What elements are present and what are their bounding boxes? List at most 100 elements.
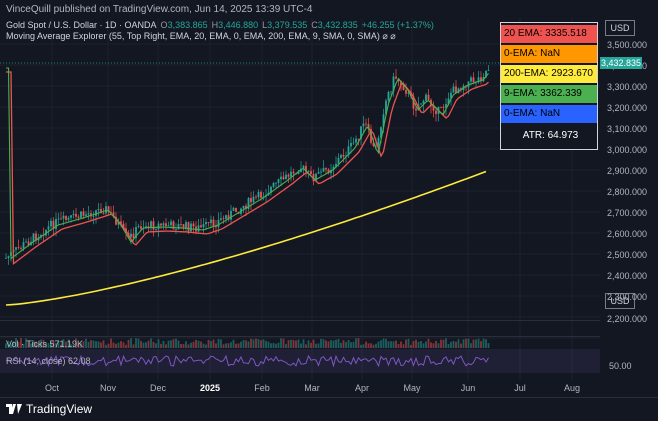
candle-body [357, 138, 360, 140]
candle-body [315, 173, 317, 182]
candle-body [342, 154, 345, 157]
candle-body [397, 78, 400, 82]
close-tag: C [311, 20, 318, 30]
volume-bar [147, 340, 150, 348]
time-axis[interactable]: Oct Nov Dec 2025 Feb Mar Apr May Jun Jul… [0, 383, 600, 397]
candle-body [260, 191, 262, 198]
volume-bar [405, 339, 407, 348]
month-tick: Jul [514, 383, 526, 393]
volume-bars [5, 338, 490, 348]
candle-body [450, 92, 452, 99]
volume-bar [237, 343, 240, 348]
volume-bar [15, 338, 17, 348]
volume-bar [320, 338, 322, 348]
price-tick: 2,800.000 [607, 187, 648, 197]
currency-label[interactable]: USD [605, 293, 635, 309]
candle-body [247, 198, 250, 209]
candle-body [162, 223, 165, 226]
volume-bar [22, 343, 25, 348]
volume-bar [465, 338, 467, 348]
candle-body [62, 215, 65, 219]
candle-body [252, 196, 255, 203]
volume-bar [185, 341, 187, 348]
rsi-tick: 50.00 [609, 361, 632, 371]
candle-body [140, 226, 142, 229]
volume-bar [340, 342, 342, 348]
volume-bar [122, 342, 125, 348]
volume-bar [292, 339, 295, 348]
volume-bar [235, 343, 237, 348]
candle-body [105, 206, 107, 214]
candle-body [27, 241, 30, 245]
volume-bar [357, 338, 360, 348]
candle-body [395, 76, 397, 79]
volume-bar [40, 339, 42, 348]
volume-label[interactable]: Vol · Ticks 571.19K [6, 339, 84, 349]
volume-bar [377, 341, 380, 348]
month-tick: Apr [354, 383, 370, 393]
stat-text: 9-EMA: 3362.339 [504, 88, 582, 99]
volume-bar [335, 339, 337, 348]
candle-body [80, 211, 82, 218]
candle-body [187, 222, 190, 232]
volume-bar [32, 340, 35, 348]
volume-bar [190, 342, 192, 348]
candle-body [415, 108, 417, 111]
candle-body [115, 216, 117, 225]
volume-bar [332, 340, 335, 348]
candle-body [200, 225, 202, 228]
candle-body [390, 91, 392, 93]
price-tick: 3,100.000 [607, 124, 648, 134]
volume-bar [187, 344, 190, 348]
candle-body [250, 198, 252, 203]
candle-body [5, 257, 7, 259]
volume-bar [447, 343, 450, 348]
rsi-label[interactable]: RSI (14, close) 62.08 [6, 356, 91, 366]
volume-bar [87, 341, 90, 348]
volume-bar [482, 338, 485, 348]
price-chart[interactable] [0, 18, 600, 380]
close-value: 3,432.835 [317, 20, 358, 30]
price-axis[interactable]: 3,500.000 3,400.000 3,300.000 3,200.000 … [601, 18, 658, 380]
tradingview-logo[interactable]: TradingView [6, 402, 92, 416]
stat-text: 200-EMA: 2923.670 [504, 68, 593, 79]
currency-label[interactable]: USD [605, 20, 635, 36]
pane-divider[interactable] [0, 320, 600, 321]
volume-bar [422, 343, 425, 348]
symbol-label[interactable]: Gold Spot / U.S. Dollar · 1D · OANDA [6, 20, 157, 30]
volume-bar [417, 341, 420, 348]
volume-bar [175, 338, 177, 348]
volume-bar [200, 341, 202, 348]
candle-body [185, 222, 187, 229]
volume-bar [207, 339, 210, 348]
volume-bar [390, 341, 392, 348]
candle-body [202, 224, 205, 228]
candle-body [167, 225, 170, 227]
candle-body [427, 94, 430, 100]
candle-body [322, 168, 325, 172]
candle-body [380, 127, 382, 138]
volume-bar [430, 342, 432, 348]
volume-bar [415, 339, 417, 348]
price-tick: 2,700.000 [607, 208, 648, 218]
candle-body [20, 248, 22, 249]
volume-bar [372, 344, 375, 348]
volume-bar [485, 339, 487, 348]
volume-bar [155, 343, 157, 348]
volume-bar [202, 343, 205, 348]
candle-body [120, 221, 122, 224]
candle-body [420, 103, 422, 105]
volume-bar [252, 339, 255, 348]
pane-divider[interactable] [0, 336, 600, 337]
volume-bar [240, 341, 242, 348]
year-tick: 2025 [199, 383, 221, 393]
indicator-label[interactable]: Moving Average Explorer (55, Top Right, … [6, 31, 396, 41]
candle-body [95, 210, 97, 216]
volume-bar [302, 339, 305, 348]
tradingview-icon [6, 404, 22, 414]
volume-bar [205, 344, 207, 348]
volume-bar [317, 343, 320, 348]
volume-bar [102, 340, 105, 348]
month-tick: Nov [99, 383, 117, 393]
candle-body [297, 172, 300, 174]
